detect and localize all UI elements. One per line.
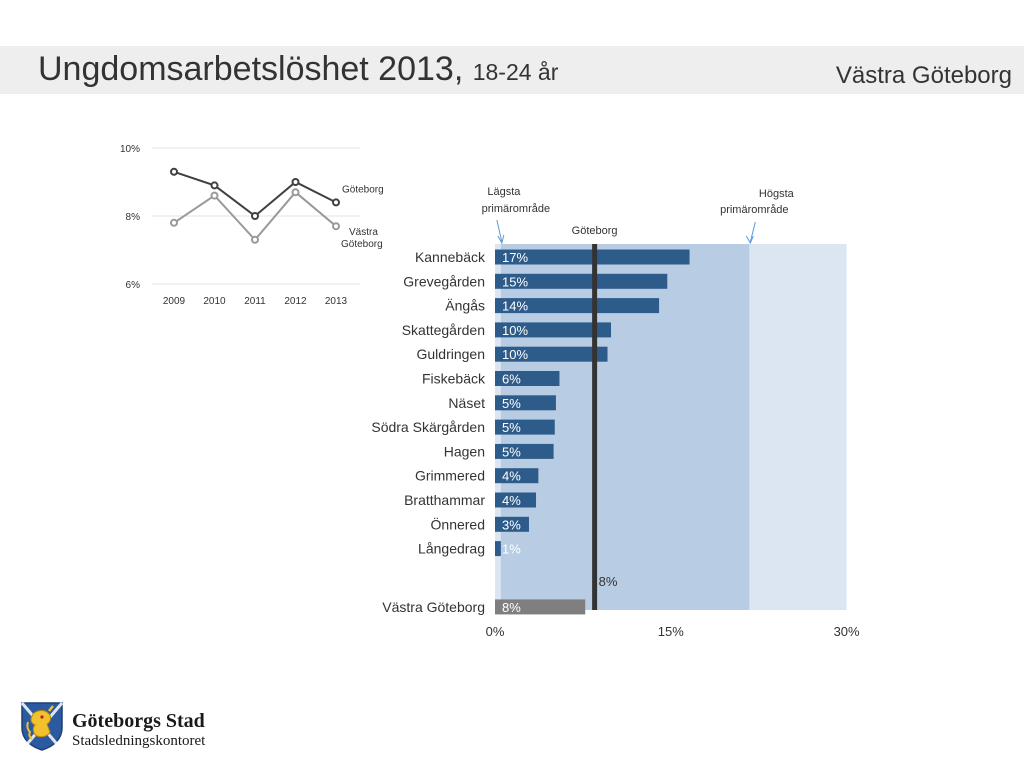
category-label: Guldringen — [417, 346, 486, 362]
category-label: Skattegården — [402, 322, 485, 338]
reference-line-label: Göteborg — [572, 225, 618, 237]
area-bar-chart: Kannebäck 17% Grevegården 15% Ängås 14% Skatte… — [371, 186, 860, 639]
bar-value-label: 1% — [502, 542, 521, 557]
series-label-vastra-goteborg: Göteborg — [341, 239, 383, 250]
bar-value-label: 4% — [502, 493, 521, 508]
page-title-main: Ungdomsarbetslöshet 2013, — [38, 50, 464, 88]
category-label: Ängås — [445, 298, 485, 314]
bar — [495, 468, 539, 484]
bar-value-label: 17% — [502, 250, 528, 265]
bar-value-label: 3% — [502, 517, 521, 532]
data-point — [291, 188, 300, 197]
category-label: Grimmered — [415, 468, 485, 484]
y-tick-label: 10% — [120, 144, 140, 155]
bar-value-label: 5% — [502, 420, 521, 435]
header-band — [0, 46, 1024, 94]
bar-value-label: 6% — [502, 372, 521, 387]
bar — [495, 419, 555, 435]
y-tick-label: 6% — [126, 280, 141, 291]
bar — [495, 516, 529, 532]
total-bar-value-label: 8% — [502, 600, 521, 615]
bar — [495, 273, 668, 289]
min-arrow-head — [497, 234, 505, 245]
bar — [495, 492, 537, 508]
data-point — [251, 212, 259, 220]
bar-value-label: 14% — [502, 299, 528, 314]
max-annotation-line1: Högsta — [759, 188, 795, 200]
category-label: Långedrag — [418, 541, 485, 557]
bar — [495, 298, 660, 314]
category-label: Södra Skärgården — [371, 419, 485, 435]
x-tick-label: 0% — [486, 624, 505, 639]
min-annotation-line1: Lägsta — [487, 186, 521, 198]
category-label: Bratthammar — [404, 492, 485, 508]
region-label: Västra Göteborg — [835, 62, 1012, 89]
category-label: Fiskebäck — [422, 371, 486, 387]
bar-value-label: 5% — [502, 444, 521, 459]
min-annotation-line2: primärområde — [482, 203, 550, 215]
bar-value-label: 15% — [502, 274, 528, 289]
bar — [495, 371, 560, 386]
data-point — [332, 222, 340, 231]
category-label-total: Västra Göteborg — [382, 599, 485, 615]
x-tick-label: 15% — [658, 624, 684, 639]
bar-value-label: 10% — [502, 323, 528, 338]
y-tick-label: 8% — [126, 212, 141, 223]
x-tick-label: 2009 — [163, 296, 186, 307]
page-subtitle: 18-24 år — [472, 59, 559, 85]
reference-line-value-label: 8% — [599, 574, 618, 589]
bar — [495, 541, 501, 557]
trend-line-chart: 6%8%10%2009 2010 2011 2012 2013GöteborgVästr… — [120, 144, 384, 307]
max-annotation-line2: primärområde — [720, 204, 788, 216]
bar-value-label: 5% — [502, 396, 521, 411]
data-point — [210, 181, 219, 190]
total-bar — [495, 599, 586, 615]
bar — [495, 395, 556, 411]
logo-name: Göteborgs Stad — [72, 710, 205, 732]
category-label: Näset — [448, 395, 485, 411]
x-tick-label: 2010 — [203, 296, 226, 307]
max-arrow-head — [745, 235, 754, 245]
x-tick-label: 2011 — [244, 296, 266, 307]
series-line — [173, 170, 337, 218]
x-tick-label: 30% — [834, 624, 860, 639]
data-point — [291, 178, 300, 186]
coat-of-arms-icon — [20, 702, 64, 751]
x-tick-label: 2013 — [325, 296, 348, 307]
data-point — [170, 218, 178, 227]
data-point — [170, 167, 178, 176]
goteborgs-stad-logo: Göteborgs Stad Stadsledningskontoret — [18, 700, 258, 756]
category-label: Kannebäck — [415, 249, 486, 265]
logo-subtitle: Stadsledningskontoret — [72, 733, 206, 749]
series-label-goteborg: Göteborg — [342, 184, 384, 195]
series-label-vastra: Västra — [349, 227, 378, 238]
min-annotation-arrow — [496, 219, 503, 243]
data-point — [251, 235, 259, 244]
page-title: Ungdomsarbetslöshet 2013, 18-24 år — [38, 50, 558, 89]
bar — [495, 346, 608, 362]
bar-value-label: 10% — [502, 347, 528, 362]
x-tick-label: 2012 — [284, 296, 307, 307]
category-label: Önnered — [431, 515, 485, 532]
bar — [495, 443, 554, 459]
data-point — [210, 191, 219, 200]
data-point — [332, 198, 340, 207]
category-label: Hagen — [444, 443, 485, 459]
bar-value-label: 4% — [502, 469, 521, 484]
max-annotation-arrow — [749, 221, 756, 243]
category-label: Grevegården — [403, 273, 485, 289]
bar — [495, 322, 612, 338]
